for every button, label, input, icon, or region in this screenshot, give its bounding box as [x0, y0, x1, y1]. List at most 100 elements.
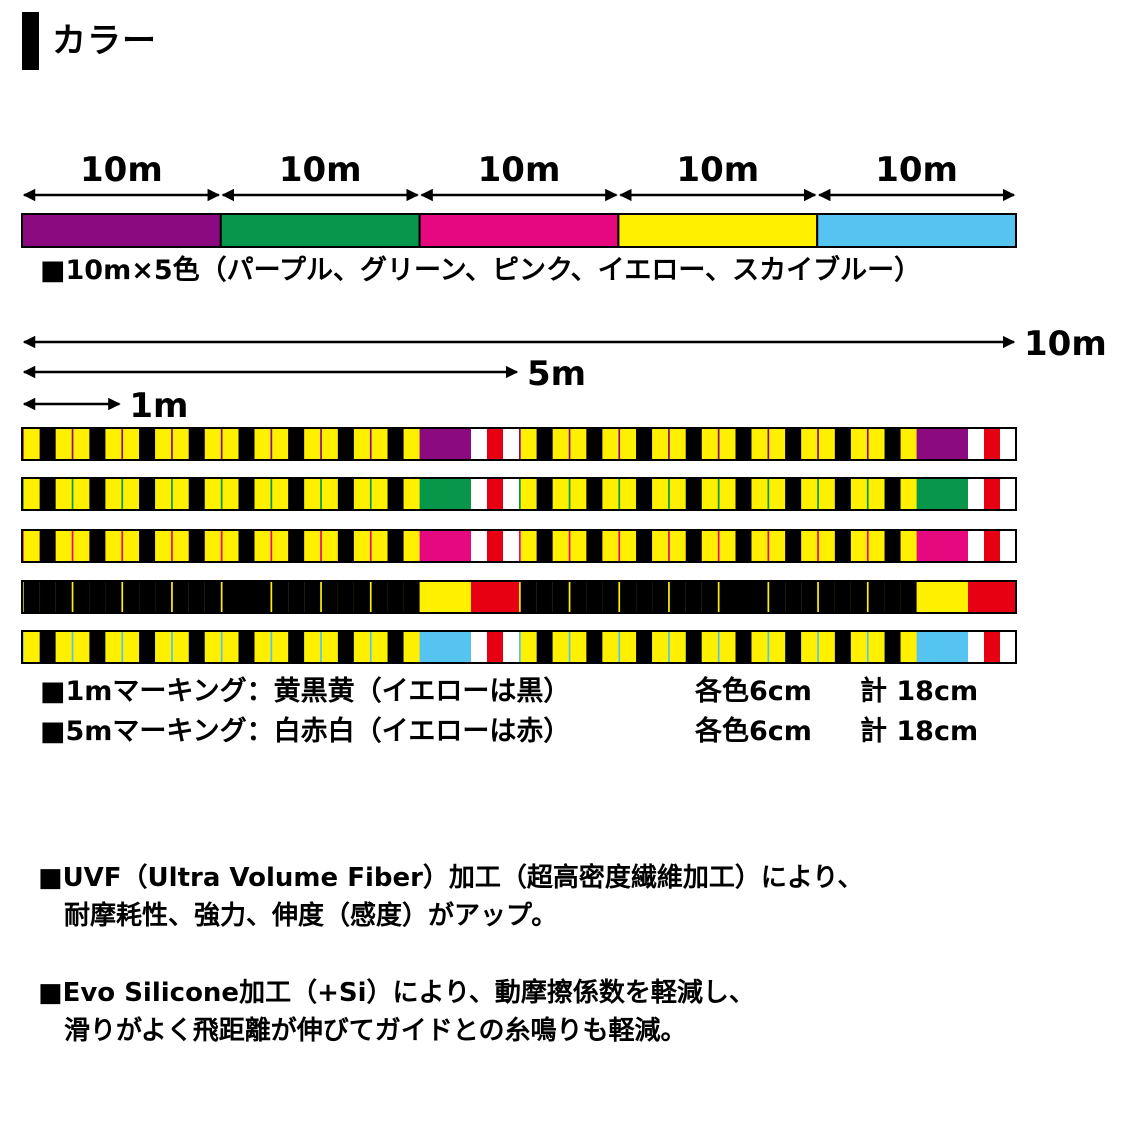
- mark-1m-segment: [39, 530, 56, 562]
- mark-1m-segment: [669, 530, 686, 562]
- mark-1m-segment: [73, 478, 90, 510]
- section-length-label: 10m: [478, 150, 561, 190]
- mark-1m-segment: [403, 478, 420, 510]
- mark-5m-segment: [487, 631, 503, 663]
- mark-1m-segment: [172, 581, 189, 613]
- mark-1m-segment: [155, 530, 172, 562]
- mark-1m-segment: [801, 581, 818, 613]
- mark-5m-segment: [1000, 530, 1016, 562]
- mark-1m-segment: [769, 428, 786, 460]
- color-section-pink: [418, 213, 620, 248]
- mark-5m-segment: [968, 428, 984, 460]
- mark-1m-segment: [586, 631, 603, 663]
- mark-1m-segment: [288, 631, 305, 663]
- mark-1m-segment: [288, 581, 305, 613]
- mark-1m-segment: [321, 581, 338, 613]
- mark-1m-segment: [23, 631, 40, 663]
- mark-1m-segment: [254, 530, 271, 562]
- title-accent-bar: [22, 12, 39, 70]
- mark-1m-segment: [172, 428, 189, 460]
- mark-1m-segment: [552, 581, 569, 613]
- mark-1m-segment: [321, 428, 338, 460]
- mark-1m-segment: [89, 631, 106, 663]
- mark-1m-segment: [188, 631, 205, 663]
- mark-1m-segment: [834, 478, 851, 510]
- mark-5m-segment: [503, 530, 519, 562]
- mark-1m-segment: [254, 428, 271, 460]
- marking-note-each: 各色6cm: [695, 716, 812, 747]
- mark-1m-segment: [321, 631, 338, 663]
- mark-1m-segment: [586, 428, 603, 460]
- mark-1m-segment: [602, 581, 619, 613]
- mark-1m-segment: [620, 478, 637, 510]
- mark-1m-segment: [751, 581, 768, 613]
- mark-5m-segment: [984, 631, 1000, 663]
- mark-1m-segment: [850, 478, 867, 510]
- marking-bar-pink: [21, 529, 1017, 563]
- mark-1m-segment: [719, 428, 736, 460]
- mark-1m-segment: [751, 530, 768, 562]
- mark-1m-segment: [884, 631, 901, 663]
- mark-1m-segment: [353, 530, 370, 562]
- mark-1m-segment: [123, 530, 140, 562]
- mark-1m-segment: [188, 478, 205, 510]
- mark-1m-segment: [602, 631, 619, 663]
- mark-1m-segment: [403, 631, 420, 663]
- mark-1m-segment: [204, 428, 221, 460]
- mark-1m-segment: [701, 530, 718, 562]
- mark-1m-segment: [636, 478, 653, 510]
- mark-5m-segment: [471, 631, 487, 663]
- feature-evo-line1: ■Evo Silicone加工（+Si）により、動摩擦係数を軽減し、: [38, 978, 755, 1008]
- mark-1m-segment: [652, 428, 669, 460]
- mark-1m-segment: [818, 581, 835, 613]
- feature-evo-line2: 滑りがよく飛距離が伸びてガイドとの糸鳴りも軽減。: [64, 1016, 687, 1046]
- mark-5m-segment: [968, 581, 984, 613]
- mark-1m-segment: [520, 478, 537, 510]
- mark-1m-segment: [818, 428, 835, 460]
- mark-1m-segment: [602, 478, 619, 510]
- mark-5m-segment: [1000, 428, 1016, 460]
- mark-1m-segment: [536, 530, 553, 562]
- mark-1m-segment: [272, 530, 289, 562]
- mark-1m-segment: [23, 478, 40, 510]
- mark-1m-segment: [73, 428, 90, 460]
- mark-1m-segment: [39, 581, 56, 613]
- mark-1m-segment: [155, 631, 172, 663]
- scale-1m-label: 1m: [129, 386, 188, 426]
- color-section-skyblue: [816, 213, 1018, 248]
- mark-1m-segment: [685, 478, 702, 510]
- mark-1m-segment: [73, 530, 90, 562]
- mark-1m-segment: [55, 631, 72, 663]
- marking-bars: [21, 427, 1017, 664]
- mark-1m-segment: [254, 631, 271, 663]
- mark-1m-segment: [570, 631, 587, 663]
- section-length-dimensions: 10m 10m 10m 10m 10m: [22, 150, 1016, 202]
- section-length-label: 10m: [676, 150, 759, 190]
- mark-1m-segment: [304, 478, 321, 510]
- mark-1m-segment: [288, 428, 305, 460]
- marking-note-total: 計 18cm: [860, 716, 979, 747]
- mark-1m-segment: [188, 428, 205, 460]
- mark-1m-segment: [652, 478, 669, 510]
- mark-1m-segment: [834, 530, 851, 562]
- mark-1m-segment: [387, 478, 404, 510]
- mark-1m-segment: [123, 631, 140, 663]
- mark-1m-segment: [304, 581, 321, 613]
- mark-1m-segment: [701, 478, 718, 510]
- mark-1m-segment: [222, 478, 239, 510]
- mark-1m-segment: [288, 530, 305, 562]
- mark-1m-segment: [884, 428, 901, 460]
- color-section-green: [219, 213, 421, 248]
- mark-1m-segment: [536, 428, 553, 460]
- mark-1m-segment: [701, 581, 718, 613]
- mark-1m-segment: [785, 631, 802, 663]
- mark-1m-segment: [337, 581, 354, 613]
- mark-5m-segment: [487, 478, 503, 510]
- mark-1m-segment: [868, 478, 885, 510]
- mark-1m-segment: [769, 631, 786, 663]
- mark-1m-segment: [785, 428, 802, 460]
- mark-1m-segment: [371, 428, 388, 460]
- mark-1m-segment: [387, 581, 404, 613]
- mark-1m-segment: [353, 631, 370, 663]
- mark-5m-segment: [503, 478, 519, 510]
